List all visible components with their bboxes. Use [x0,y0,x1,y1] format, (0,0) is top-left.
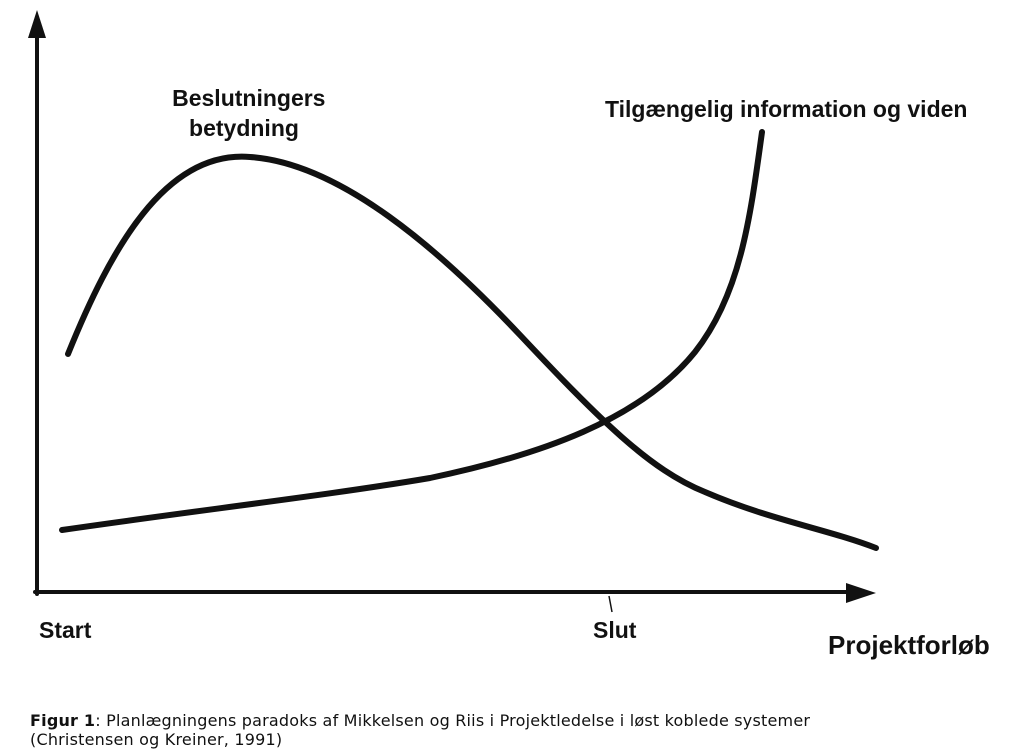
available-information-label: Tilgængelig information og viden [605,96,967,122]
figure-caption: Figur 1: Planlægningens paradoks af Mikk… [30,711,1000,749]
available-information-curve [59,129,765,533]
slut-tick [608,595,613,613]
project-paradox-diagram: Beslutningers betydning Tilgængelig info… [28,10,990,660]
figure-caption-label: Figur 1 [30,711,96,730]
x-axis-end-label: Slut [593,617,637,643]
x-axis-arrowhead [846,583,876,603]
figure-caption-separator: : [95,711,101,730]
x-axis-title: Projektforløb [828,630,990,660]
x-axis-start-label: Start [39,617,92,643]
decision-importance-label: Beslutningers betydning [172,85,332,141]
decision-importance-label-line-2: betydning [189,115,299,141]
decision-importance-curve [65,153,879,551]
figure-caption-source: (Christensen og Kreiner, 1991) [30,730,283,749]
y-axis-arrowhead [28,10,46,38]
figure-caption-text: Planlægningens paradoks af Mikkelsen og … [100,711,811,730]
decision-importance-label-line-1: Beslutningers [172,85,325,111]
